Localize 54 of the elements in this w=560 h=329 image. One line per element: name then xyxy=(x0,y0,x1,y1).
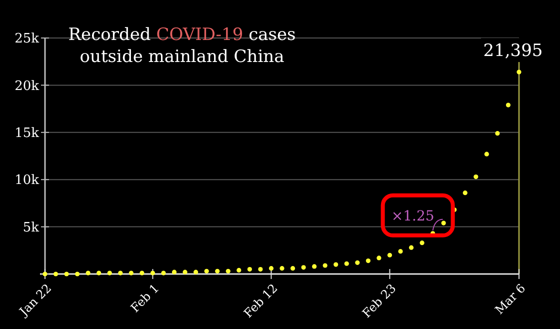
point xyxy=(226,268,230,274)
point xyxy=(204,268,209,274)
y-tick-label: 5k xyxy=(22,220,40,236)
point xyxy=(301,265,306,270)
point xyxy=(398,249,403,254)
point xyxy=(387,252,392,258)
y-tick-label: 20k xyxy=(14,78,40,94)
point xyxy=(420,240,424,246)
point xyxy=(280,266,284,271)
x-tick-label: Feb 1 xyxy=(128,281,162,316)
annotation: ×1.25 xyxy=(391,208,434,224)
x-tick-label: Feb 12 xyxy=(241,281,280,320)
point xyxy=(182,270,188,274)
point xyxy=(462,190,468,196)
data-label: 21,395 xyxy=(483,41,543,62)
point xyxy=(355,260,360,265)
point xyxy=(128,270,134,276)
y-tick-label: 15k xyxy=(14,126,40,141)
point xyxy=(172,270,177,274)
point xyxy=(344,261,349,266)
point xyxy=(376,256,382,260)
point xyxy=(312,264,317,269)
point xyxy=(495,131,500,136)
point xyxy=(258,266,263,272)
point xyxy=(194,270,198,274)
point xyxy=(75,272,80,276)
point xyxy=(366,258,370,264)
point xyxy=(107,270,112,276)
point xyxy=(290,266,296,271)
point xyxy=(484,152,489,156)
y-tick-label: 25k xyxy=(14,32,40,47)
point xyxy=(408,245,414,250)
point xyxy=(150,270,156,276)
point xyxy=(64,272,69,276)
point xyxy=(140,270,144,276)
point xyxy=(161,270,166,276)
point xyxy=(322,263,328,268)
point xyxy=(441,220,446,226)
point xyxy=(474,174,478,180)
point xyxy=(118,270,123,276)
point xyxy=(96,270,102,276)
y-tick-label: 10k xyxy=(14,173,40,188)
x-tick-label: Feb 23 xyxy=(360,281,399,320)
point xyxy=(334,262,338,267)
point xyxy=(53,272,58,276)
point xyxy=(86,270,90,276)
point xyxy=(215,268,220,274)
x-tick-label: Jan 22 xyxy=(15,281,54,320)
point xyxy=(268,266,274,271)
point xyxy=(236,268,242,273)
point xyxy=(516,70,522,74)
chart-title: Recorded COVID-19 cases outside mainland China xyxy=(68,25,296,67)
point xyxy=(506,102,511,108)
point xyxy=(247,266,252,272)
